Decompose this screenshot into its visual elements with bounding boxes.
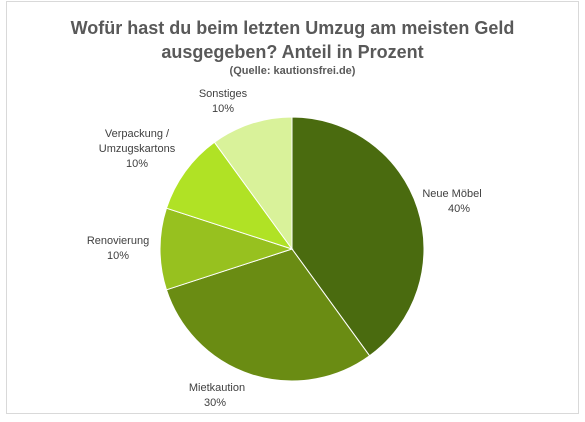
slice-label-verpackung-line-2: Umzugskartons: [99, 143, 176, 155]
pie-slice-sonstiges: [213, 116, 293, 251]
chart-title-line-2: ausgegeben? Anteil in Prozent: [161, 42, 424, 62]
pie-slices: [159, 116, 425, 382]
pie-slice-neue-moebel: [291, 116, 425, 357]
pie-slice-renovierung: [159, 207, 294, 291]
slice-label-verpackung-line-1: Verpackung /: [105, 128, 170, 140]
pie-slice-verpackung: [165, 141, 294, 250]
chart-title-line-1: Wofür hast du beim letzten Umzug am meis…: [70, 18, 515, 38]
slice-value-verpackung: 10%: [126, 158, 148, 170]
slice-label-neue-moebel: Neue Möbel: [422, 188, 481, 200]
slice-label-renovierung: Renovierung: [87, 235, 149, 247]
slice-label-mietkaution: Mietkaution: [189, 382, 245, 394]
chart-title: Wofür hast du beim letzten Umzug am meis…: [0, 16, 585, 64]
pie-slice-mietkaution: [165, 248, 371, 382]
slice-value-mietkaution: 30%: [204, 397, 226, 409]
chart-subtitle: (Quelle: kautionsfrei.de): [229, 65, 356, 77]
slice-value-renovierung: 10%: [107, 250, 129, 262]
slice-value-neue-moebel: 40%: [448, 203, 470, 215]
slice-label-sonstiges: Sonstiges: [199, 88, 248, 100]
slice-value-sonstiges: 10%: [212, 103, 234, 115]
